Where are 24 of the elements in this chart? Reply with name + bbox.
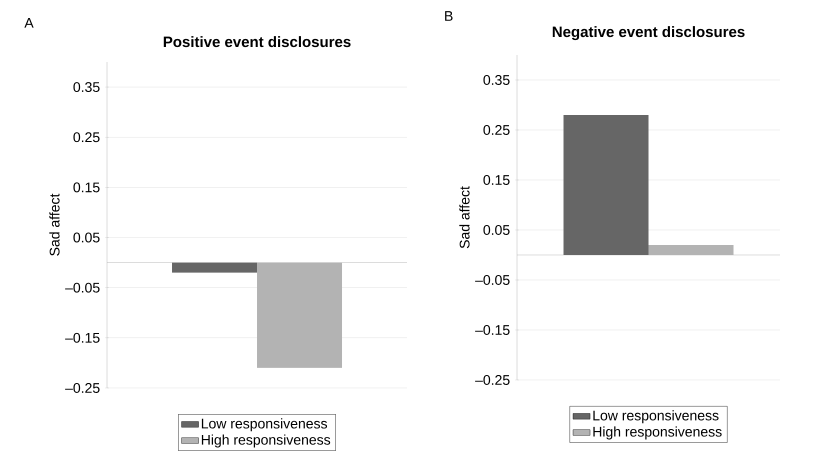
y-tick-label: 0.05 — [483, 225, 510, 235]
legend-label: Low responsiveness — [202, 418, 328, 432]
y-tick-label: 0.35 — [483, 75, 510, 85]
legend-label: High responsiveness — [202, 434, 330, 448]
y-axis-title: Sad affect — [49, 194, 60, 256]
y-tick-label: 0.25 — [483, 125, 510, 135]
legend-label: Low responsiveness — [593, 410, 719, 424]
text: B — [445, 11, 453, 21]
chart-title: Negative event disclosures — [552, 26, 745, 40]
legend-label: High responsiveness — [593, 426, 722, 440]
y-axis-title: Sad affect — [459, 186, 470, 248]
chart-title: Positive event disclosures — [164, 36, 351, 48]
y-tick-label: –0.25 — [475, 375, 510, 385]
y-tick-label: 0.05 — [73, 232, 100, 242]
y-tick-label: –0.05 — [65, 282, 100, 293]
y-tick-label: –0.05 — [475, 275, 510, 285]
y-tick-label: 0.15 — [73, 182, 100, 192]
y-tick-label: 0.25 — [73, 132, 100, 142]
y-tick-label: –0.15 — [475, 325, 510, 335]
text: A — [24, 18, 34, 28]
y-tick-label: –0.15 — [65, 332, 100, 343]
y-tick-label: –0.25 — [65, 383, 100, 393]
y-tick-label: 0.15 — [483, 175, 510, 185]
y-tick-label: 0.35 — [73, 82, 100, 92]
